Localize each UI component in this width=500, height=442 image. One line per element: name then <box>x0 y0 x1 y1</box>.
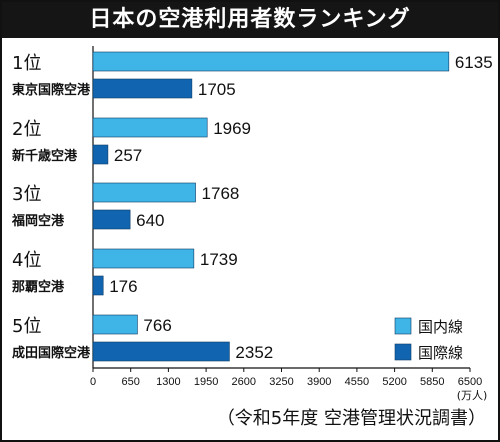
bar <box>92 275 104 296</box>
bar <box>92 78 193 99</box>
rank-label: 4位 <box>12 250 41 271</box>
chart-title: 日本の空港利用者数ランキング <box>2 2 498 38</box>
bar <box>92 248 195 269</box>
bar <box>92 314 138 335</box>
data-label: 640 <box>136 211 164 230</box>
data-label: 766 <box>143 316 171 335</box>
airport-label: 東京国際空港 <box>12 82 91 98</box>
rank-label: 3位 <box>12 184 41 205</box>
airport-label: 新千歳空港 <box>12 148 78 164</box>
bar <box>92 209 131 230</box>
bar <box>92 117 208 138</box>
rank-label: 1位 <box>12 53 41 74</box>
x-tick-label: 5850 <box>420 376 444 388</box>
legend-label: 国内線 <box>418 318 463 336</box>
airport-label: 福岡空港 <box>11 213 65 229</box>
x-tick-label: 4550 <box>345 376 369 388</box>
data-label: 1969 <box>213 119 251 138</box>
data-label: 176 <box>109 277 137 296</box>
x-tick-label: 6500 <box>458 376 482 388</box>
x-tick-label: 3900 <box>307 376 331 388</box>
x-tick-label: 1950 <box>194 376 218 388</box>
data-label: 1705 <box>198 80 236 99</box>
x-axis-unit: (万人) <box>457 389 488 402</box>
data-label: 257 <box>114 146 142 165</box>
rank-label: 5位 <box>12 316 41 337</box>
bar <box>92 341 230 362</box>
source-note: （令和5年度 空港管理状況調書） <box>216 408 486 429</box>
data-label: 6135 <box>455 53 493 72</box>
bar <box>92 182 196 203</box>
legend-swatch <box>394 317 412 335</box>
data-label: 1768 <box>202 184 240 203</box>
data-label: 1739 <box>200 250 238 269</box>
airport-label: 那覇空港 <box>12 279 65 295</box>
legend-swatch <box>394 343 412 361</box>
airport-label: 成田国際空港 <box>12 345 91 361</box>
x-tick-label: 2600 <box>232 376 256 388</box>
legend-label: 国際線 <box>418 344 463 362</box>
x-tick-label: 1300 <box>156 376 180 388</box>
rank-label: 2位 <box>12 119 41 140</box>
bar <box>92 144 109 165</box>
bar <box>92 51 450 72</box>
x-tick-label: 650 <box>122 376 140 388</box>
x-tick-label: 0 <box>90 376 96 388</box>
x-tick-label: 3250 <box>269 376 293 388</box>
data-label: 2352 <box>235 343 273 362</box>
x-tick-label: 5200 <box>382 376 406 388</box>
